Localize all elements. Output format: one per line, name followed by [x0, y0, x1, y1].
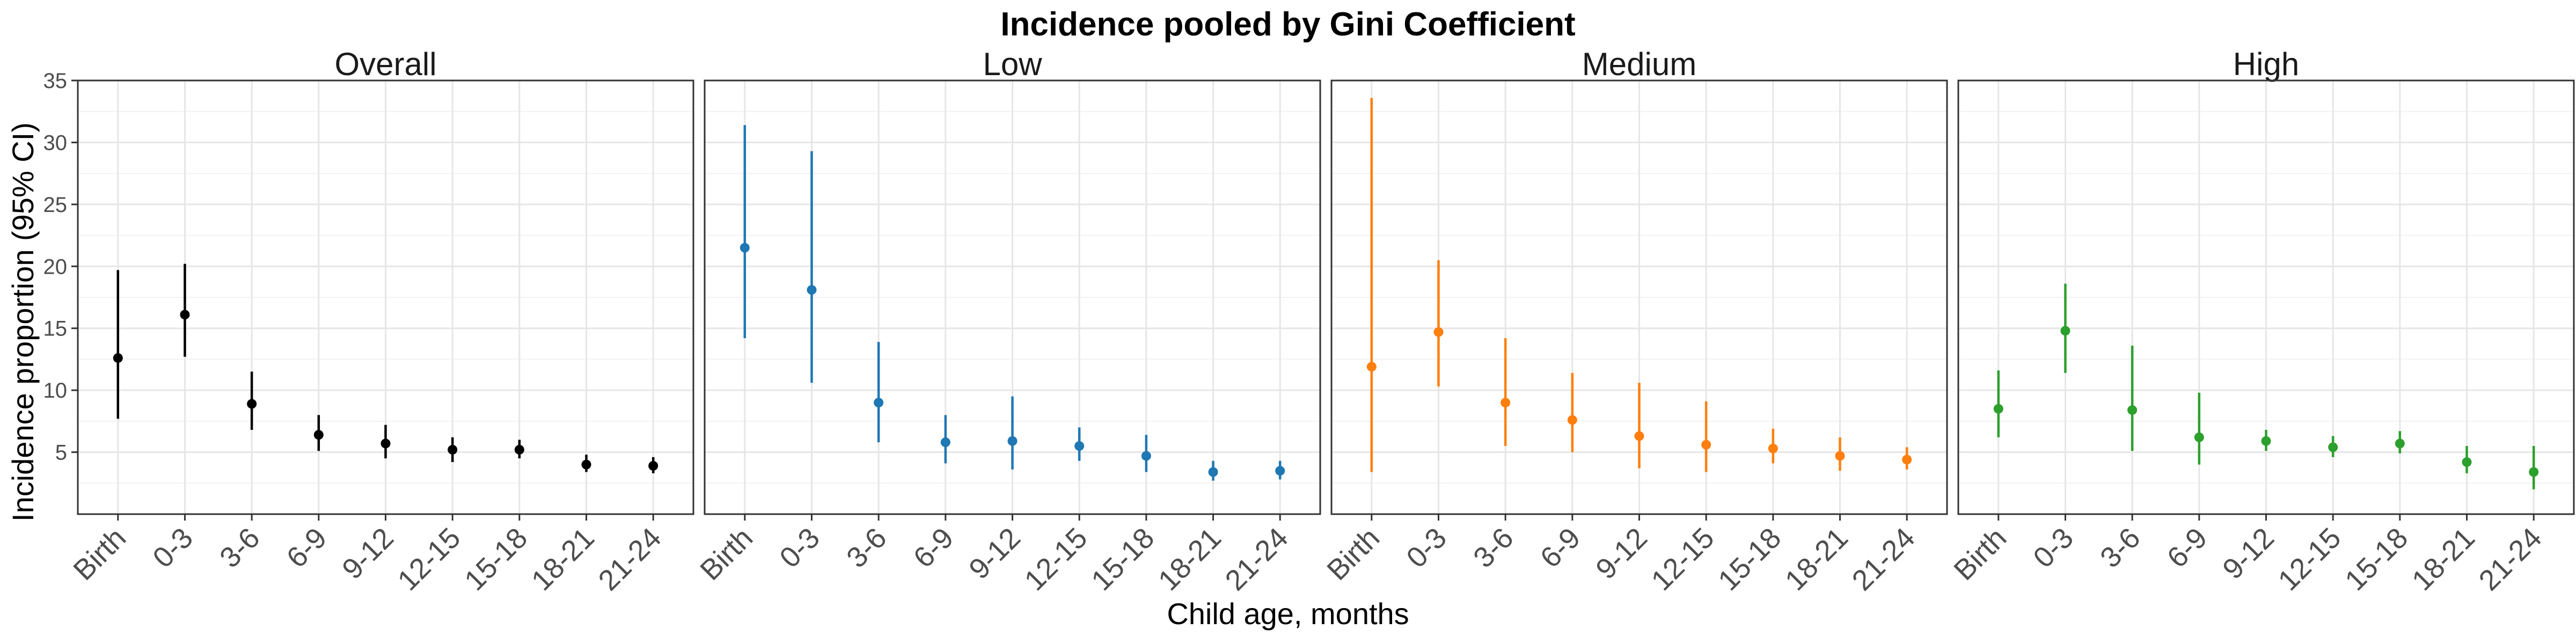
data-point: [313, 430, 324, 440]
data-point: [2462, 457, 2472, 467]
data-point: [2127, 405, 2138, 415]
x-tick-label: 9-12: [1590, 522, 1653, 586]
data-point: [874, 398, 884, 408]
y-tick-label: 15: [43, 317, 68, 341]
panel-low: Low Birth 0-3 3-6 6-9 9-1212-1515-1818-2121-2…: [694, 46, 1321, 597]
data-point: [1433, 327, 1444, 337]
data-point: [1567, 415, 1577, 425]
x-tick-label: 3-6: [214, 522, 266, 574]
data-point: [2529, 467, 2539, 477]
data-point: [1993, 404, 2003, 414]
data-point: [1902, 455, 1912, 465]
data-point: [514, 444, 524, 455]
data-point: [1366, 362, 1377, 372]
x-tick-label: 6-9: [1534, 522, 1587, 574]
data-point: [648, 460, 658, 471]
x-tick-label: 15-18: [1712, 522, 1787, 597]
y-axis-ticks: 5 10 15 20 25 30 35: [43, 69, 78, 465]
x-tick-label: Birth: [694, 522, 759, 587]
panel-title: High: [2233, 46, 2299, 82]
panel-title: Low: [983, 46, 1042, 82]
data-point: [581, 459, 591, 470]
x-tick-label: Birth: [67, 522, 132, 587]
data-point: [2395, 438, 2405, 449]
x-tick-label: 21-24: [592, 522, 668, 597]
x-tick-label: 0-3: [773, 522, 826, 574]
data-point: [1208, 467, 1218, 477]
data-point: [1835, 451, 1845, 461]
data-point: [1141, 451, 1151, 461]
x-tick-label: 3-6: [2094, 522, 2147, 574]
data-point: [740, 243, 750, 253]
x-tick-label: 9-12: [336, 522, 400, 586]
x-tick-label: 9-12: [2216, 522, 2280, 586]
figure-title: Incidence pooled by Gini Coefficient: [1000, 6, 1575, 43]
data-point: [1074, 441, 1085, 451]
panel-medium: Medium Birth 0-3 3-6 6-9 9-1212-1515-1818-212…: [1321, 46, 1948, 597]
x-tick-label: 18-21: [1779, 522, 1854, 597]
x-tick-label: 15-18: [1085, 522, 1160, 597]
y-axis-label: Incidence proportion (95% CI): [6, 122, 40, 522]
x-tick-label: 3-6: [1467, 522, 1520, 574]
x-tick-label: 12-15: [1019, 522, 1094, 597]
data-point: [1007, 436, 1018, 446]
x-tick-label: 18-21: [525, 522, 601, 597]
y-tick-label: 30: [43, 131, 68, 155]
data-point: [1701, 440, 1711, 450]
x-tick-label: 15-18: [2339, 522, 2414, 597]
x-tick-label: 9-12: [963, 522, 1027, 586]
x-tick-label: 0-3: [2027, 522, 2080, 574]
data-point: [2194, 432, 2204, 442]
panel-high: High Birth 0-3 3-6 6-9 9-1212-1515-1818-2121-…: [1948, 46, 2575, 597]
data-point: [1634, 431, 1644, 441]
data-point: [1768, 443, 1778, 453]
x-tick-label: 6-9: [2161, 522, 2214, 574]
x-axis-label: Child age, months: [1167, 597, 1409, 631]
x-tick-label: 18-21: [1152, 522, 1227, 597]
data-point: [113, 353, 123, 363]
x-tick-label: 3-6: [840, 522, 893, 574]
data-point: [448, 444, 458, 455]
data-point: [2261, 436, 2271, 446]
panel-title: Overall: [334, 46, 436, 82]
data-point: [180, 310, 190, 320]
panel-overall: Overall Birth 0-3 3-6 6-9 9-1212-1515-1818-21…: [67, 46, 694, 597]
x-tick-label: 0-3: [1400, 522, 1453, 574]
data-point: [247, 399, 257, 409]
data-point: [940, 437, 950, 448]
data-point: [2328, 442, 2338, 452]
x-tick-label: 21-24: [1219, 522, 1294, 597]
y-tick-label: 5: [55, 441, 67, 465]
x-tick-label: 21-24: [1846, 522, 1921, 597]
y-tick-label: 35: [43, 69, 68, 93]
data-point: [1501, 398, 1511, 408]
y-tick-label: 25: [43, 193, 68, 217]
x-tick-label: 15-18: [458, 522, 533, 597]
x-tick-label: 6-9: [908, 522, 960, 574]
x-tick-label: 0-3: [147, 522, 199, 574]
x-tick-label: 12-15: [392, 522, 467, 597]
x-tick-label: Birth: [1948, 522, 2012, 587]
x-tick-label: 18-21: [2406, 522, 2481, 597]
x-tick-label: 12-15: [1645, 522, 1721, 597]
data-point: [380, 438, 391, 449]
data-point: [2060, 326, 2070, 336]
panel-title: Medium: [1582, 46, 1696, 82]
y-tick-label: 20: [43, 255, 68, 279]
data-point: [807, 285, 817, 295]
x-tick-label: 6-9: [281, 522, 333, 574]
data-point: [1275, 466, 1285, 476]
x-tick-label: 12-15: [2272, 522, 2347, 597]
y-tick-label: 10: [43, 379, 68, 402]
x-tick-label: Birth: [1321, 522, 1386, 587]
x-tick-label: 21-24: [2473, 522, 2548, 597]
